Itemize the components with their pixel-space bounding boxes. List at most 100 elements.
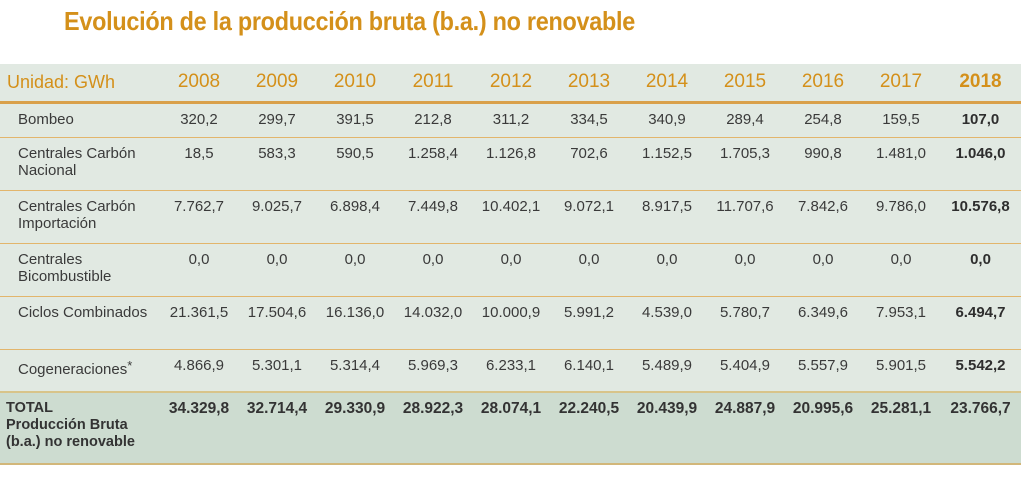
total-value: 24.887,9 — [706, 391, 784, 465]
total-value-current: 23.766,7 — [940, 391, 1021, 465]
total-value: 28.922,3 — [394, 391, 472, 465]
total-value: 29.330,9 — [316, 391, 394, 465]
cell-value: 0,0 — [628, 243, 706, 297]
row-label: Bombeo — [0, 102, 160, 138]
cell-value: 18,5 — [160, 137, 238, 191]
total-value: 32.714,4 — [238, 391, 316, 465]
footnote-mark: * — [127, 357, 133, 373]
cell-value: 1.258,4 — [394, 137, 472, 191]
cell-value: 391,5 — [316, 102, 394, 138]
cell-value: 0,0 — [706, 243, 784, 297]
cell-value: 0,0 — [238, 243, 316, 297]
cell-value: 299,7 — [238, 102, 316, 138]
table-header-row: Unidad: GWh 2008 2009 2010 2011 2012 201… — [0, 64, 1021, 104]
cell-value: 6.898,4 — [316, 190, 394, 244]
cell-value: 340,9 — [628, 102, 706, 138]
year-header: 2015 — [706, 64, 784, 104]
cell-value: 311,2 — [472, 102, 550, 138]
year-header: 2016 — [784, 64, 862, 104]
total-label-line: (b.a.) no renovable — [6, 434, 135, 450]
cell-value: 0,0 — [160, 243, 238, 297]
row-label: Centrales Carbón Nacional — [0, 137, 160, 191]
cell-value: 320,2 — [160, 102, 238, 138]
cell-value: 14.032,0 — [394, 296, 472, 350]
year-header: 2017 — [862, 64, 940, 104]
cell-value: 11.707,6 — [706, 190, 784, 244]
cell-value: 590,5 — [316, 137, 394, 191]
cell-value: 334,5 — [550, 102, 628, 138]
cell-value-current: 1.046,0 — [940, 137, 1021, 191]
cell-value: 0,0 — [550, 243, 628, 297]
total-value: 20.439,9 — [628, 391, 706, 465]
cell-value: 289,4 — [706, 102, 784, 138]
cell-value: 254,8 — [784, 102, 862, 138]
cell-value-current: 5.542,2 — [940, 349, 1021, 393]
year-header: 2014 — [628, 64, 706, 104]
cell-value: 5.780,7 — [706, 296, 784, 350]
cell-value: 5.901,5 — [862, 349, 940, 393]
cell-value: 9.786,0 — [862, 190, 940, 244]
cell-value: 1.705,3 — [706, 137, 784, 191]
row-label: Centrales Carbón Importación — [0, 190, 160, 244]
cell-value: 6.233,1 — [472, 349, 550, 393]
cell-value: 5.314,4 — [316, 349, 394, 393]
total-label-line: TOTAL — [6, 400, 53, 416]
cell-value: 5.404,9 — [706, 349, 784, 393]
cell-value: 21.361,5 — [160, 296, 238, 350]
total-value: 22.240,5 — [550, 391, 628, 465]
cell-value: 10.000,9 — [472, 296, 550, 350]
cell-value: 702,6 — [550, 137, 628, 191]
year-header: 2010 — [316, 64, 394, 104]
cell-value: 1.126,8 — [472, 137, 550, 191]
row-label: Ciclos Combinados — [0, 296, 160, 350]
cell-value: 9.025,7 — [238, 190, 316, 244]
cell-value: 5.991,2 — [550, 296, 628, 350]
production-table-container: Unidad: GWh 2008 2009 2010 2011 2012 201… — [0, 64, 1021, 465]
row-label-text: Cogeneraciones — [18, 360, 128, 378]
cell-value: 5.557,9 — [784, 349, 862, 393]
unit-label: Unidad: GWh — [0, 64, 160, 104]
cell-value-current: 107,0 — [940, 102, 1021, 138]
cell-value: 16.136,0 — [316, 296, 394, 350]
cell-value-current: 0,0 — [940, 243, 1021, 297]
total-label: TOTAL Producción Bruta (b.a.) no renovable — [0, 391, 160, 465]
table-row-cogeneraciones: Cogeneraciones* 4.866,9 5.301,1 5.314,4 … — [0, 349, 1021, 393]
cell-value: 0,0 — [472, 243, 550, 297]
cell-value: 5.969,3 — [394, 349, 472, 393]
cell-value: 17.504,6 — [238, 296, 316, 350]
year-header: 2012 — [472, 64, 550, 104]
year-header: 2008 — [160, 64, 238, 104]
table-row-total: TOTAL Producción Bruta (b.a.) no renovable… — [0, 391, 1021, 465]
cell-value: 0,0 — [784, 243, 862, 297]
cell-value: 6.140,1 — [550, 349, 628, 393]
cell-value-current: 10.576,8 — [940, 190, 1021, 244]
cell-value: 7.842,6 — [784, 190, 862, 244]
total-value: 25.281,1 — [862, 391, 940, 465]
cell-value: 0,0 — [862, 243, 940, 297]
year-header: 2013 — [550, 64, 628, 104]
cell-value: 212,8 — [394, 102, 472, 138]
cell-value: 159,5 — [862, 102, 940, 138]
total-value: 20.995,6 — [784, 391, 862, 465]
year-header: 2009 — [238, 64, 316, 104]
cell-value: 9.072,1 — [550, 190, 628, 244]
cell-value: 583,3 — [238, 137, 316, 191]
row-label: Cogeneraciones* — [0, 349, 160, 393]
table-row-ciclos-combinados: Ciclos Combinados 21.361,5 17.504,6 16.1… — [0, 296, 1021, 350]
cell-value: 1.152,5 — [628, 137, 706, 191]
cell-value: 1.481,0 — [862, 137, 940, 191]
table-row-bicombustible: Centrales Bicombustible 0,0 0,0 0,0 0,0 … — [0, 243, 1021, 297]
cell-value: 7.762,7 — [160, 190, 238, 244]
cell-value: 4.539,0 — [628, 296, 706, 350]
cell-value: 7.953,1 — [862, 296, 940, 350]
cell-value: 6.349,6 — [784, 296, 862, 350]
cell-value: 5.489,9 — [628, 349, 706, 393]
cell-value: 7.449,8 — [394, 190, 472, 244]
cell-value: 10.402,1 — [472, 190, 550, 244]
row-label: Centrales Bicombustible — [0, 243, 160, 297]
total-value: 34.329,8 — [160, 391, 238, 465]
cell-value: 5.301,1 — [238, 349, 316, 393]
cell-value: 8.917,5 — [628, 190, 706, 244]
total-label-line: Producción Bruta — [6, 417, 128, 433]
total-value: 28.074,1 — [472, 391, 550, 465]
